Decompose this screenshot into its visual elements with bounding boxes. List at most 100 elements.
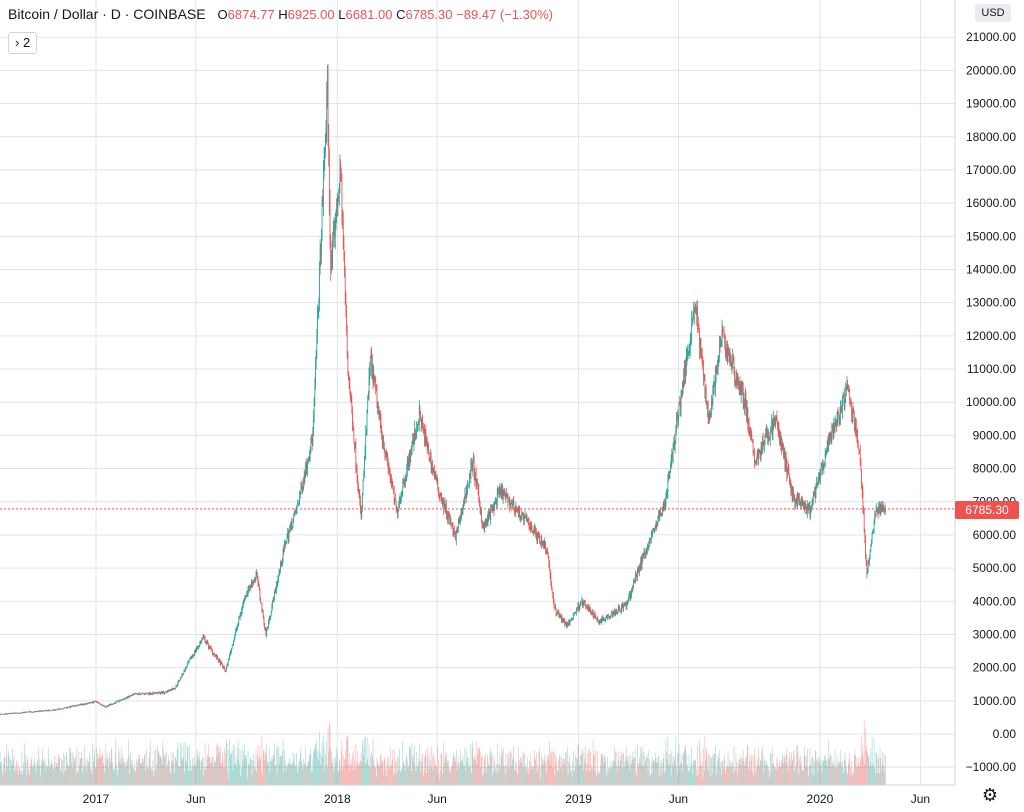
volume-bar [524,753,525,785]
volume-bar [375,768,376,785]
candle-body [494,502,495,511]
candle-body [128,696,129,698]
candle-body [164,691,166,694]
price-tick-label: 14000.00 [966,262,1016,276]
volume-bar [384,757,386,785]
candle-body [282,549,284,559]
volume-bar [462,755,464,785]
volume-bar [680,762,681,785]
volume-bar [598,770,599,785]
candle-body [869,551,871,559]
candle-body [258,584,260,590]
volume-bar [105,764,107,785]
volume-bar [485,773,487,785]
volume-bar [46,765,48,785]
candle-body [337,198,338,208]
candle-body [309,451,311,457]
candle-body [711,401,712,409]
candle-body [816,483,817,487]
volume-bar [235,757,237,785]
volume-bar [782,754,784,785]
volume-bar [391,765,392,785]
volume-bar [209,757,211,785]
candle-body [81,704,83,706]
volume-bar [790,765,792,785]
volume-bar [186,762,187,785]
candle-body [350,400,352,403]
volume-bar [543,760,544,785]
volume-bar [99,747,101,785]
volume-bar [406,754,408,785]
volume-bar [871,765,872,785]
volume-bar [89,757,91,785]
candle-body [548,557,550,565]
indicators-toggle-button[interactable]: › 2 [8,32,38,54]
volume-bar [211,762,212,785]
volume-bar [453,752,454,785]
currency-button[interactable]: USD [975,4,1011,22]
volume-bar [490,749,491,785]
symbol-legend[interactable]: Bitcoin / Dollar · D · COINBASE O6874.77… [8,6,553,22]
volume-bar [323,747,325,785]
volume-bar [755,773,757,785]
candle-body [322,201,324,207]
candle-body [656,523,657,526]
candle-body [534,528,535,533]
price-axis-labels[interactable]: −1000.000.001000.002000.003000.004000.00… [966,30,1017,774]
symbol-title[interactable]: Bitcoin / Dollar · D · COINBASE [8,6,206,22]
volume-bar [106,757,107,785]
candle-body [804,502,805,509]
volume-bar [144,752,146,785]
candle-body [785,458,787,466]
volume-bar [604,755,605,785]
candle-body [140,693,142,695]
volume-bar [281,757,283,785]
volume-bar [344,749,346,785]
volume-bar [513,745,515,785]
candle-body [536,535,538,539]
candle-body [495,499,497,502]
volume-bar [749,753,751,785]
volume-bar [409,750,411,785]
volume-bar [554,775,556,785]
candle-body [791,487,793,497]
candle-body [641,560,642,566]
candle-body [682,380,684,394]
volume-bar [194,764,196,785]
volume-bar [41,759,43,785]
candle-body [863,508,864,514]
candle-body [781,444,782,451]
volume-bar [663,753,665,785]
time-axis-labels[interactable]: 2017 Jun 2018 Jun 2019 Jun 2020 Jun [83,792,930,806]
volume-bar [138,754,140,785]
candle-body [645,549,647,556]
candle-body [113,703,115,705]
volume-bar [690,767,691,785]
volume-bar [23,770,25,785]
volume-bar [809,765,810,785]
settings-gear-icon[interactable]: ⚙ [981,785,999,805]
candle-body [402,483,404,494]
volume-bar [624,767,626,785]
candle-body [328,133,330,153]
candle-body [688,349,690,353]
volume-bar [686,766,688,785]
volume-bar [834,766,835,785]
candle-body [295,513,296,514]
candle-body [451,523,452,525]
candle-body [503,492,505,493]
candle-body [745,394,747,407]
volume-bar [314,747,316,785]
candle-body [491,508,492,511]
candle-body [79,704,80,706]
candle-body [104,706,105,708]
candle-body [643,554,644,559]
volume-bar [71,762,72,785]
candle-body [255,575,257,579]
candle-body [858,449,860,451]
candle-body [55,709,56,711]
volume-bar [175,756,176,785]
candle-body [365,432,367,453]
candle-body [630,594,632,598]
